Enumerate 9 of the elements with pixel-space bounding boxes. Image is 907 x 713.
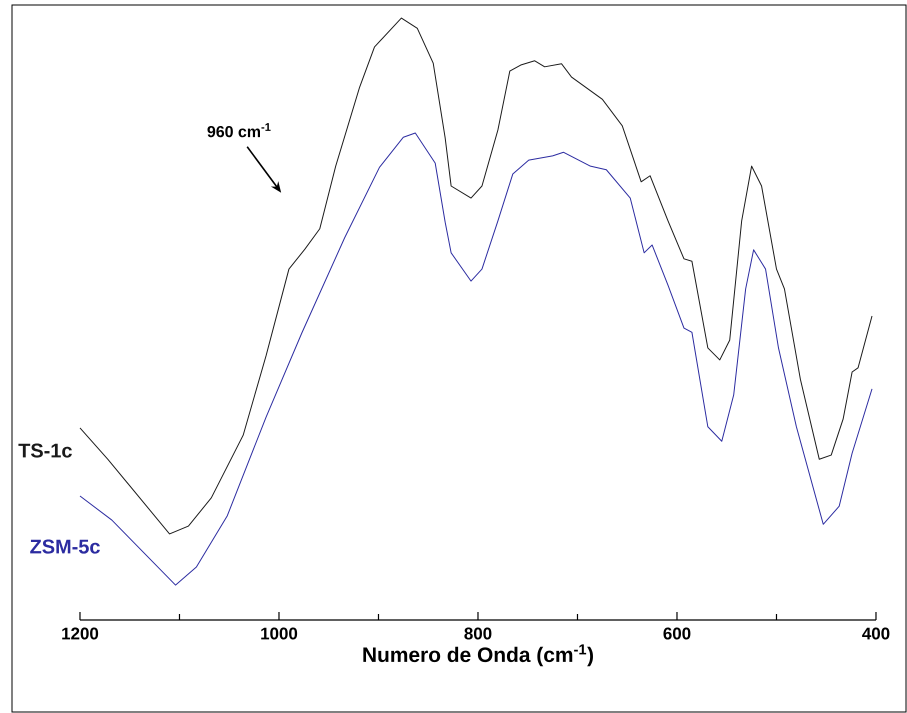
x-tick-label: 600 xyxy=(663,628,690,640)
x-axis-title: Numero de Onda (cm$^{-1}$) xyxy=(363,644,593,666)
series-label: TS-1c xyxy=(18,444,72,458)
x-tick-label: 1000 xyxy=(261,628,298,640)
x-tick-label: 800 xyxy=(464,628,492,640)
series-label: ZSM-5c xyxy=(30,540,100,554)
x-tick-label: 1200 xyxy=(62,628,98,640)
x-tick-label: 400 xyxy=(862,628,890,640)
annotation: 960 cm$^{-1}$ xyxy=(207,123,271,138)
